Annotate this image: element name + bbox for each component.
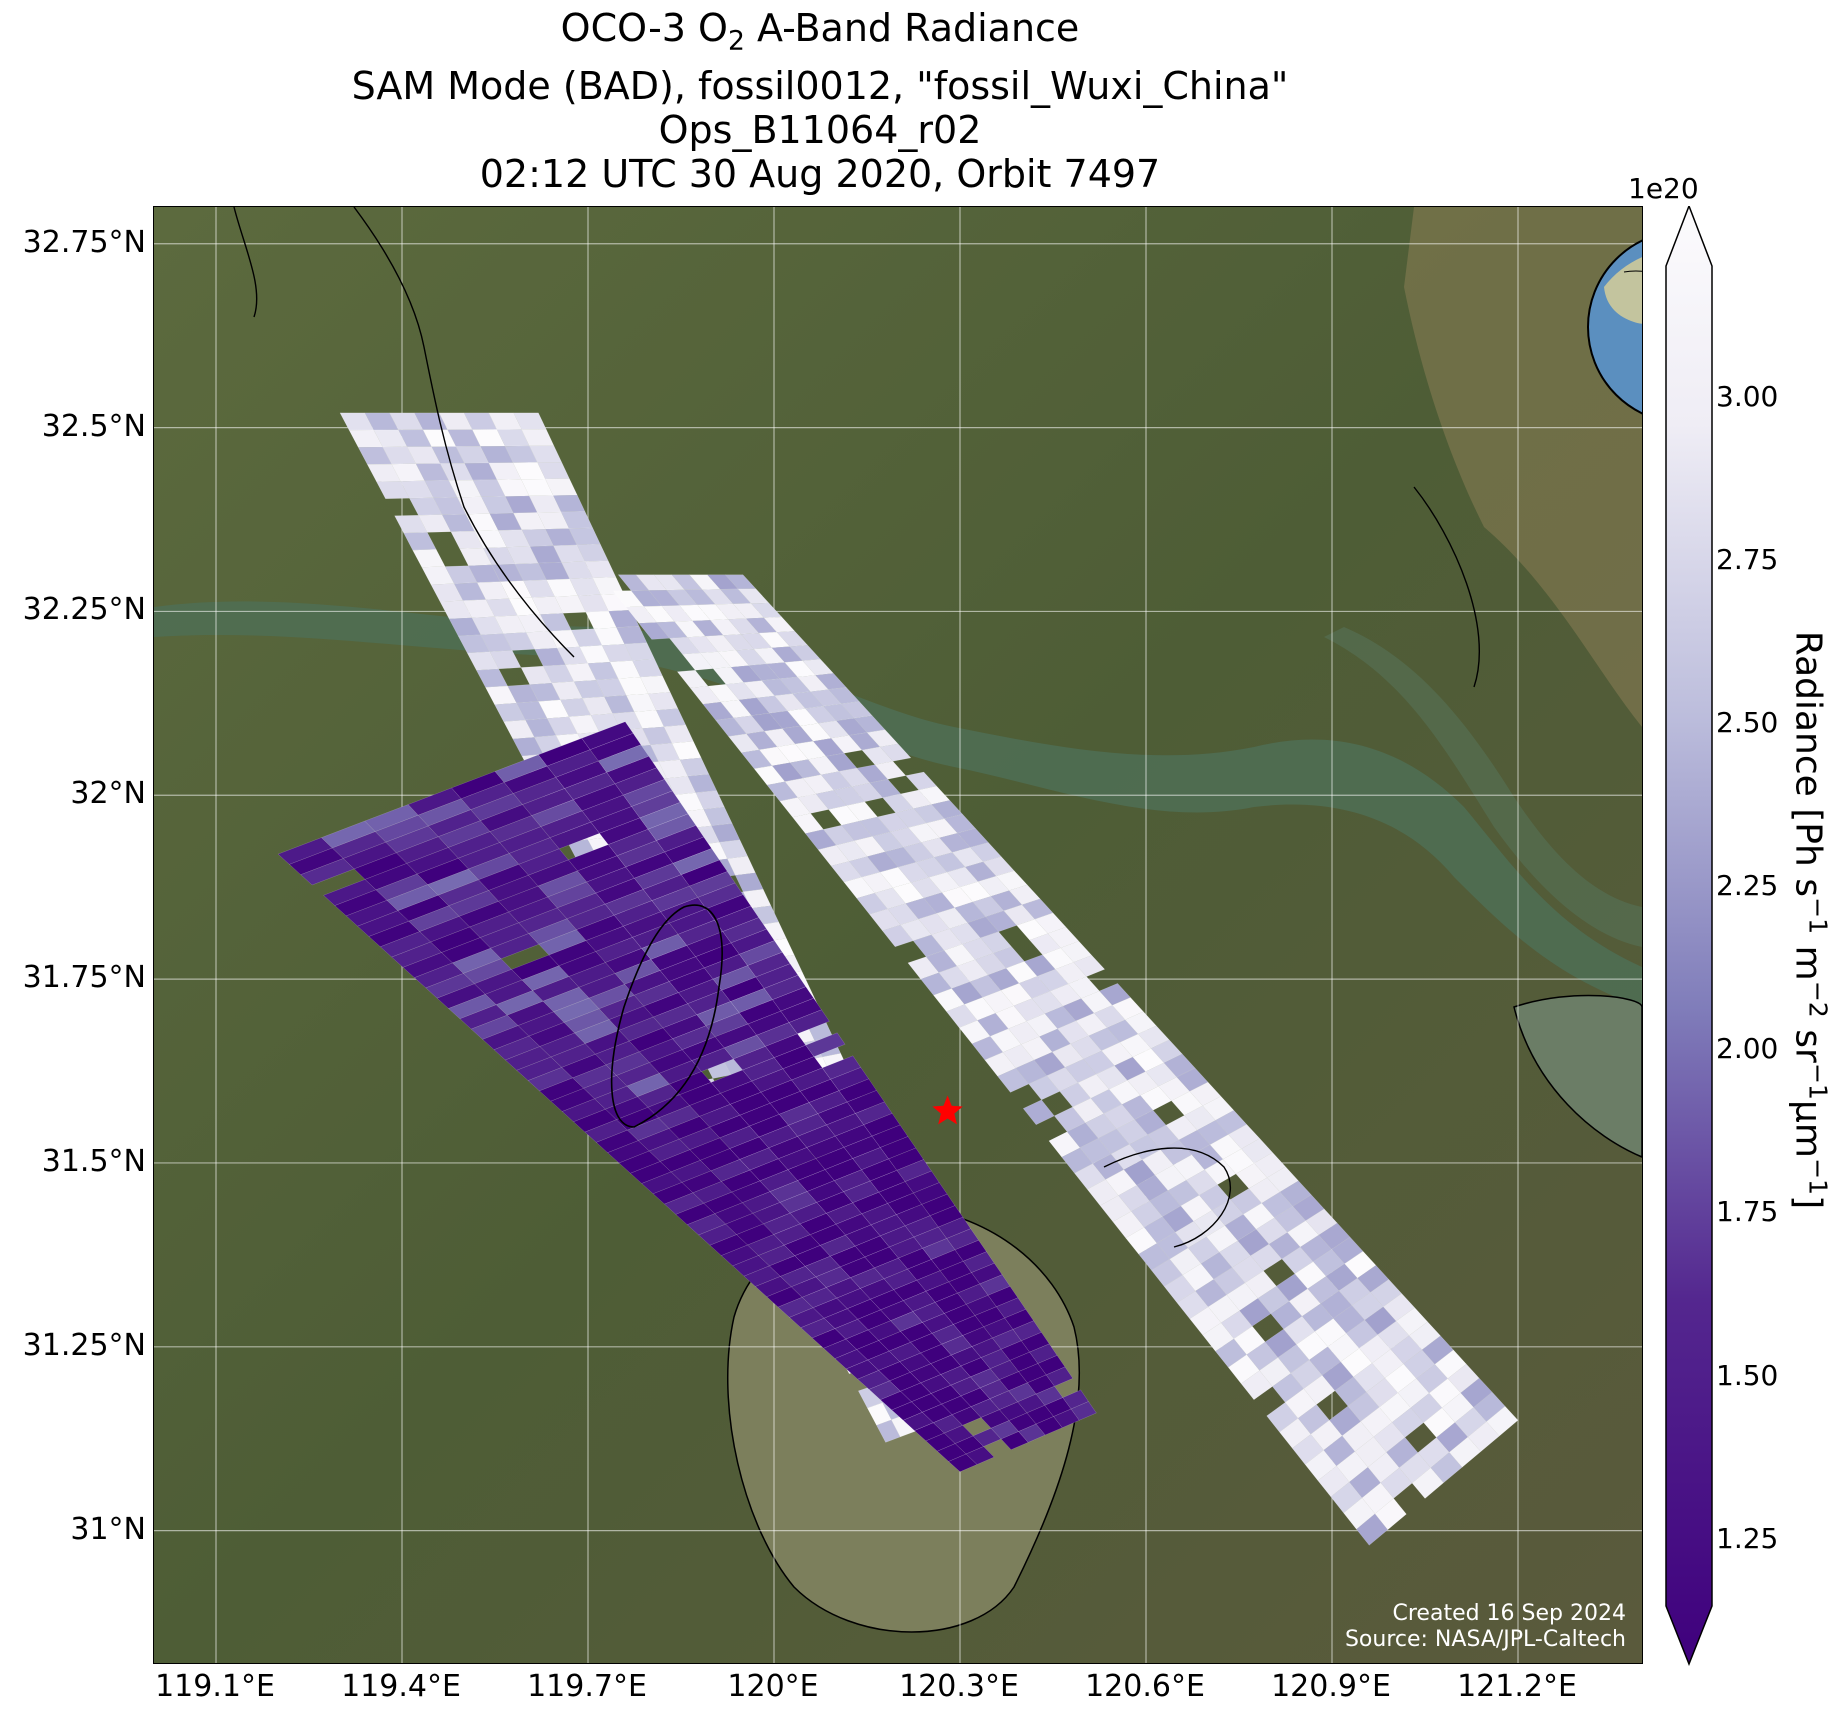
- radiance-cell: [1374, 1498, 1407, 1531]
- radiance-cell: [805, 1032, 846, 1057]
- colorbar-tick-label: 1.50: [1716, 1358, 1779, 1392]
- river-outline: [233, 207, 575, 658]
- target-star-icon[interactable]: [932, 1095, 963, 1125]
- radiance-cell: [965, 1446, 995, 1465]
- river-delta: [1324, 627, 1642, 947]
- radiance-footprints: [277, 412, 1519, 1546]
- east-lake: [1513, 994, 1642, 1158]
- radiance-cell: [788, 1009, 830, 1035]
- title-line-2: SAM Mode (BAD), fossil0012, "fossil_Wuxi…: [351, 63, 1289, 108]
- lat-tick-label: 31°N: [70, 1511, 146, 1547]
- lon-tick-label: 120.3°E: [899, 1669, 1019, 1704]
- colorbar: [1665, 206, 1713, 1666]
- lat-tick-label: 32°N: [70, 776, 146, 812]
- locator-globe: [1587, 239, 1642, 415]
- lat-tick-label: 31.25°N: [22, 1327, 146, 1363]
- radiance-cell: [1045, 1366, 1074, 1387]
- yangtze-river: [154, 601, 1642, 1007]
- radiance-cell: [879, 743, 912, 762]
- gehu-lake-outline: [610, 904, 723, 1128]
- lat-tick-label: 32.75°N: [22, 224, 146, 260]
- coast-outline: [1103, 486, 1481, 1248]
- lat-tick-label: 32.5°N: [41, 408, 146, 444]
- colorbar-tick-label: 2.25: [1716, 869, 1779, 903]
- lon-tick-label: 121.2°E: [1457, 1669, 1577, 1704]
- map-canvas[interactable]: [154, 207, 1642, 1663]
- radiance-cell: [1486, 1405, 1519, 1437]
- colorbar-exponent: 1e20: [1628, 172, 1699, 205]
- colorbar-tick-label: 2.75: [1716, 542, 1779, 576]
- data-source: Source: NASA/JPL-Caltech: [1344, 1627, 1626, 1652]
- title-line-1: OCO-3 O2 A-Band Radiance: [560, 6, 1080, 57]
- colorbar-tick-label: 3.00: [1716, 379, 1779, 413]
- colorbar-tick-label: 1.25: [1716, 1521, 1779, 1555]
- lat-tick-label: 31.5°N: [41, 1143, 146, 1179]
- coastal-area: [1404, 207, 1642, 727]
- map-panel[interactable]: Created 16 Sep 2024 Source: NASA/JPL-Cal…: [153, 206, 1643, 1664]
- colorbar-tick-label: 1.75: [1716, 1195, 1779, 1229]
- chart-title: OCO-3 O2 A-Band Radiance SAM Mode (BAD),…: [150, 6, 1490, 196]
- colorbar-tick-label: 2.00: [1716, 1032, 1779, 1066]
- colorbar-tick-label: 2.50: [1716, 705, 1779, 739]
- created-date: Created 16 Sep 2024: [1392, 1601, 1627, 1626]
- lon-tick-label: 120.9°E: [1271, 1669, 1391, 1704]
- lon-tick-label: 119.4°E: [341, 1669, 461, 1704]
- radiance-cell: [1070, 1401, 1097, 1421]
- radiance-cell: [1073, 954, 1106, 977]
- lon-tick-label: 120°E: [727, 1669, 819, 1704]
- lat-tick-label: 31.75°N: [22, 960, 146, 996]
- lon-tick-label: 119.7°E: [527, 1669, 647, 1704]
- lat-tick-label: 32.25°N: [22, 592, 146, 628]
- colorbar-label: Radiance [Ph s−1 m−2 sr−1μm−1]: [1787, 630, 1833, 1210]
- lon-tick-label: 119.1°E: [155, 1669, 275, 1704]
- credit-text: Created 16 Sep 2024 Source: NASA/JPL-Cal…: [1345, 1601, 1626, 1653]
- title-line-4: 02:12 UTC 30 Aug 2020, Orbit 7497: [479, 151, 1161, 196]
- lon-tick-label: 120.6°E: [1085, 1669, 1205, 1704]
- title-line-3: Ops_B11064_r02: [658, 107, 982, 152]
